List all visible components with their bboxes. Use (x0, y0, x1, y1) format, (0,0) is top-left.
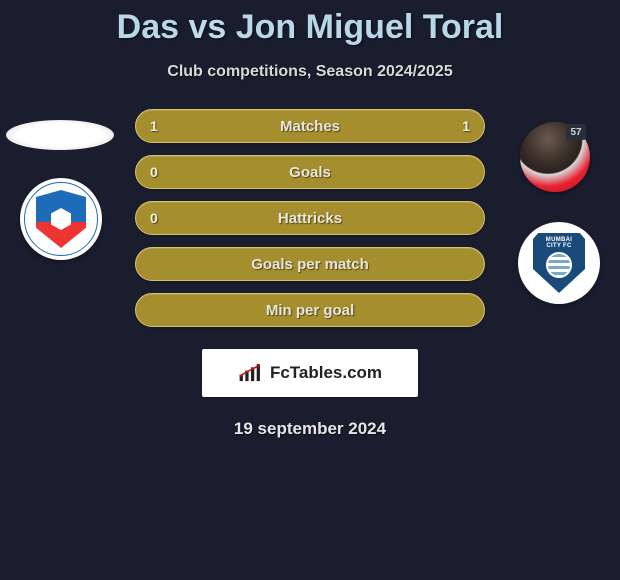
player2-club-badge: MUMBAI CITY FC (518, 222, 600, 304)
stat-label: Goals (289, 164, 331, 181)
stat-left-value: 1 (150, 118, 158, 134)
player2-avatar: 57 (520, 122, 590, 192)
stat-bar-goals: 0 Goals (135, 155, 485, 189)
club-disc-icon (546, 252, 572, 278)
stat-bar-hattricks: 0 Hattricks (135, 201, 485, 235)
stat-right-value: 1 (462, 118, 470, 134)
player1-name: Das (117, 8, 179, 46)
player2-name: Jon Miguel Toral (236, 8, 504, 46)
vs-text: vs (188, 8, 226, 46)
stat-left-value: 0 (150, 164, 158, 180)
barchart-icon (238, 362, 264, 384)
stat-label: Matches (280, 118, 340, 135)
stat-label: Min per goal (266, 302, 354, 319)
brand-text: FcTables.com (270, 363, 382, 383)
stat-bar-gpm: Goals per match (135, 247, 485, 281)
player1-avatar (6, 120, 114, 150)
stat-bar-matches: 1 Matches 1 (135, 109, 485, 143)
stat-bar-mpg: Min per goal (135, 293, 485, 327)
club-crest-icon: MUMBAI CITY FC (533, 233, 585, 293)
date-text: 19 september 2024 (0, 419, 620, 439)
stat-label: Goals per match (251, 256, 369, 273)
player2-rating-badge: 57 (566, 124, 586, 140)
page-title: Das vs Jon Miguel Toral (0, 0, 620, 47)
brand-box: FcTables.com (202, 349, 418, 397)
player1-club-badge (20, 178, 102, 260)
subtitle: Club competitions, Season 2024/2025 (0, 63, 620, 81)
club-text-line2: CITY FC (546, 243, 571, 249)
stat-label: Hattricks (278, 210, 342, 227)
stats-column: 1 Matches 1 0 Goals 0 Hattricks Goals pe… (135, 109, 485, 327)
stat-left-value: 0 (150, 210, 158, 226)
